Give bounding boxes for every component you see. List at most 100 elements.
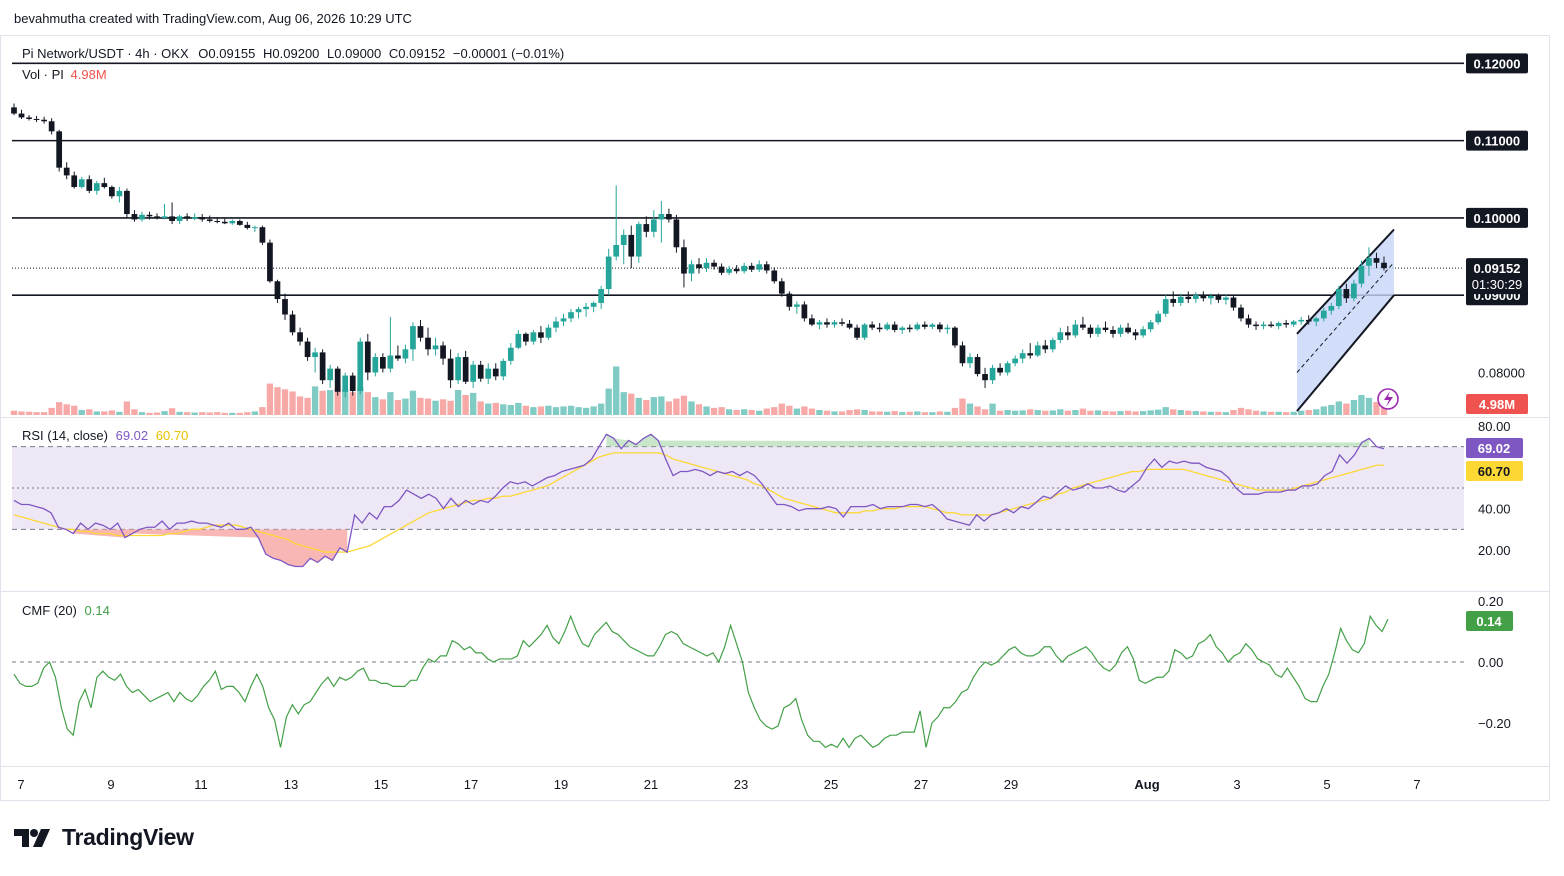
candle-body [274, 281, 281, 300]
volume-bar [18, 411, 25, 415]
price-tick-label: 0.11000 [1474, 134, 1520, 149]
candle-body [252, 227, 258, 229]
candle-body [1366, 258, 1372, 266]
volume-bar [71, 405, 78, 415]
candle-body [131, 214, 138, 220]
candle-body [116, 190, 123, 197]
candle-body [929, 324, 936, 327]
volume-bar [311, 386, 319, 415]
candle-body [41, 119, 47, 122]
candle-body [696, 264, 702, 269]
candle-body [221, 221, 228, 224]
candle [854, 324, 860, 341]
candle-body [447, 358, 454, 381]
candle-body [1215, 295, 1222, 300]
volume-bar [703, 406, 710, 415]
symbol-name[interactable]: Pi Network/USDT · 4h · OKX [22, 46, 189, 61]
candle [1290, 319, 1297, 327]
volume-bar [417, 397, 424, 415]
candle [252, 225, 258, 232]
cmf-value-badge-label: 0.14 [1476, 614, 1502, 629]
candle-body [1328, 306, 1335, 311]
candle [78, 176, 85, 189]
rsi-label[interactable]: RSI (14, close) [22, 428, 108, 443]
candle-body [1004, 363, 1011, 373]
tradingview-logo[interactable]: TradingView [14, 824, 194, 851]
candle-body [515, 333, 522, 348]
x-axis-tick-label: 25 [824, 777, 838, 792]
candle [1042, 340, 1049, 354]
candle-body [523, 333, 529, 342]
candle [1260, 321, 1267, 330]
candle [432, 337, 439, 356]
rsi-oversold-fill [73, 529, 348, 567]
high-label: H [263, 46, 273, 61]
candle [786, 291, 793, 311]
candle-body [1117, 327, 1124, 334]
volume-bar [1117, 411, 1124, 415]
volume-bar [266, 383, 274, 415]
cmf-line [13, 614, 1389, 749]
candle [688, 260, 695, 282]
rsi-value-badge-label: 69.02 [1478, 441, 1511, 456]
candle-body [620, 234, 627, 245]
volume-bar [191, 412, 198, 415]
candle-body [372, 357, 379, 373]
candle [816, 319, 823, 330]
volume-bar [439, 399, 447, 415]
candle [658, 200, 665, 243]
candle-body [650, 219, 657, 232]
candle-body [86, 179, 93, 191]
volume-bar [507, 405, 514, 415]
candle [146, 211, 153, 220]
candle [357, 337, 364, 395]
candle [568, 309, 574, 323]
candle-body [492, 368, 499, 377]
candle-body [583, 306, 589, 310]
candle [206, 215, 213, 223]
volume-bar [763, 408, 770, 415]
candle [1185, 291, 1192, 303]
volume-bar [650, 397, 657, 415]
candle [869, 321, 875, 330]
volume-bar [1298, 410, 1305, 415]
candle [1328, 302, 1335, 315]
candle [711, 259, 717, 270]
candle [545, 324, 552, 341]
candle [425, 327, 431, 356]
volume-bar [733, 410, 740, 415]
candle-body [741, 265, 748, 272]
candle-body [161, 216, 168, 218]
candle [1245, 314, 1252, 328]
volume-bar [1282, 412, 1290, 415]
candle-body [982, 374, 988, 381]
rsi-ma-value: 60.70 [155, 428, 189, 443]
candle-body [733, 268, 740, 272]
cmf-label[interactable]: CMF (20) [22, 603, 77, 618]
candle [447, 349, 454, 388]
volume-bar [244, 412, 251, 415]
volume-bar [259, 407, 266, 415]
volume-bar [959, 398, 966, 415]
open-label: O [198, 46, 209, 61]
candle [1095, 324, 1101, 337]
volume-label[interactable]: Vol · PI [22, 67, 64, 82]
candle-body [78, 179, 85, 187]
candle [726, 265, 732, 276]
candle [583, 302, 589, 317]
volume-bar [620, 392, 627, 415]
volume-bar [1079, 408, 1087, 415]
volume-bar [786, 405, 793, 415]
price-tick-badge [1466, 53, 1528, 74]
volume-bar [567, 405, 575, 415]
candle-body [643, 224, 650, 232]
price-tick-label: 0.08000 [1478, 365, 1525, 380]
volume-bar [116, 411, 123, 415]
alert-lightning-icon[interactable] [1377, 388, 1399, 410]
volume-bar [86, 409, 93, 415]
volume-bar [289, 391, 296, 415]
volume-bar [899, 412, 906, 415]
candle [1147, 319, 1154, 333]
rsi-ma-badge-label: 60.70 [1478, 464, 1511, 479]
